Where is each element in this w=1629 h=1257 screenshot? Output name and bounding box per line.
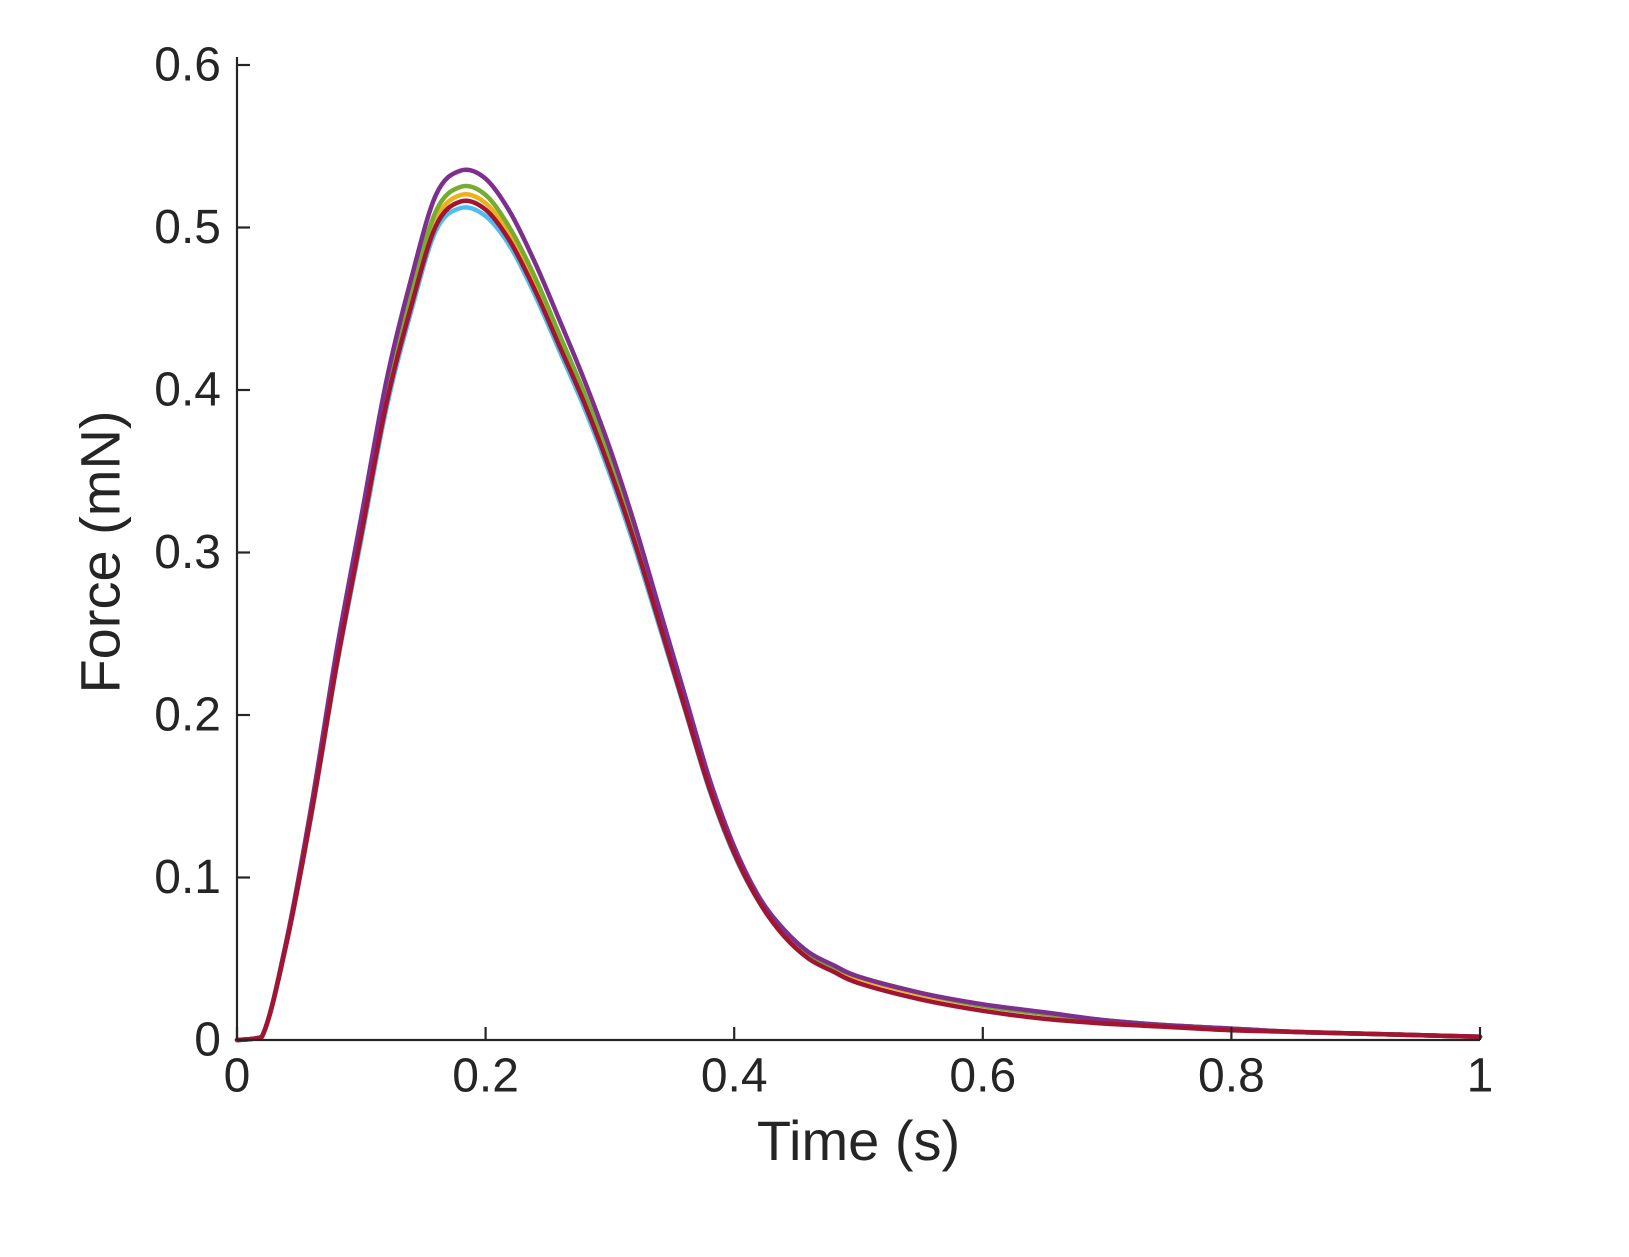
y-tick-label: 0.2 bbox=[154, 689, 221, 742]
x-tick-label: 0 bbox=[224, 1050, 251, 1103]
y-tick-label: 0.3 bbox=[154, 526, 221, 579]
x-tick-label: 0.2 bbox=[452, 1050, 519, 1103]
y-tick-label: 0.1 bbox=[154, 851, 221, 904]
series-trace-green bbox=[234, 183, 1483, 1043]
series-trace-purple bbox=[234, 167, 1483, 1043]
series-trace-yellow bbox=[234, 191, 1483, 1043]
x-tick-label: 0.6 bbox=[949, 1050, 1016, 1103]
x-tick-label: 0.8 bbox=[1198, 1050, 1265, 1103]
x-tick-label: 1 bbox=[1467, 1050, 1494, 1103]
y-tick-label: 0.6 bbox=[154, 39, 221, 92]
y-tick-label: 0.5 bbox=[154, 201, 221, 254]
series-trace-maroon bbox=[234, 198, 1483, 1043]
x-tick-label: 0.4 bbox=[701, 1050, 768, 1103]
y-axis-label: Force (mN) bbox=[68, 410, 132, 694]
x-axis-label: Time (s) bbox=[756, 1109, 961, 1172]
y-tick-label: 0 bbox=[194, 1014, 221, 1067]
y-tick-label: 0.4 bbox=[154, 364, 221, 417]
series-trace-cyan bbox=[234, 205, 1483, 1043]
